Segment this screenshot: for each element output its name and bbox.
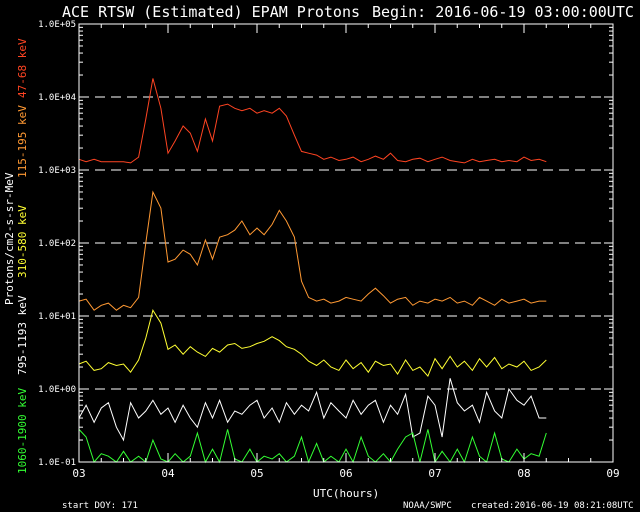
y-axis-label: Protons/cm2-s-sr-MeV (3, 172, 16, 305)
x-tick-label: 03 (72, 467, 85, 480)
x-tick-label: 09 (606, 467, 619, 480)
y-tick-label: 1.0E+04 (38, 93, 76, 103)
y-tick-label: 1.0E+05 (38, 20, 76, 30)
series-line-1060-1900-kev (78, 429, 547, 464)
dashed-grid (79, 96, 613, 390)
source-label: NOAA/SWPC (403, 501, 452, 511)
start-doy: start DOY: 171 (62, 501, 138, 511)
series-label-115-195: 115-195 keV (16, 105, 29, 178)
x-tick-label: 05 (250, 467, 263, 480)
x-tick-labels: 03 04 05 06 07 08 09 (72, 467, 619, 480)
series-line-47-68-kev (78, 78, 547, 164)
y-tick-label: 1.0E+02 (38, 239, 76, 249)
y-tick-label: 1.0E+01 (38, 312, 76, 322)
chart-title: ACE RTSW (Estimated) EPAM Protons (62, 3, 360, 21)
x-tick-label: 07 (428, 467, 441, 480)
series-label-310-580: 310-580 keV (16, 205, 29, 278)
series-line-115-195-kev (78, 190, 547, 311)
series-label-1060-1900: 1060-1900 keV (16, 388, 29, 474)
created-timestamp: created:2016-06-19 08:21:08UTC (471, 501, 634, 511)
x-tick-label: 06 (339, 467, 352, 480)
y-labels: Protons/cm2-s-sr-MeV 47-68 keV 115-195 k… (3, 38, 29, 474)
series-line-795-1193-kev (78, 378, 547, 442)
series-label-47-68: 47-68 keV (16, 38, 29, 98)
x-tick-label: 04 (161, 467, 175, 480)
y-tick-label: 1.0E-01 (38, 458, 76, 468)
series-label-795-1193: 795-1193 keV (16, 295, 29, 375)
x-axis-label: UTC(hours) (313, 487, 379, 500)
axis-ticks (78, 23, 614, 463)
x-tick-label: 08 (517, 467, 530, 480)
series-line-310-580-kev (78, 308, 547, 378)
y-tick-labels: 1.0E-01 1.0E+00 1.0E+01 1.0E+02 1.0E+03 1.0E+… (38, 20, 76, 468)
y-tick-label: 1.0E+00 (38, 385, 76, 395)
y-tick-label: 1.0E+03 (38, 166, 76, 176)
series-lines (78, 78, 547, 464)
begin-time: Begin: 2016-06-19 03:00:00UTC (372, 3, 634, 21)
